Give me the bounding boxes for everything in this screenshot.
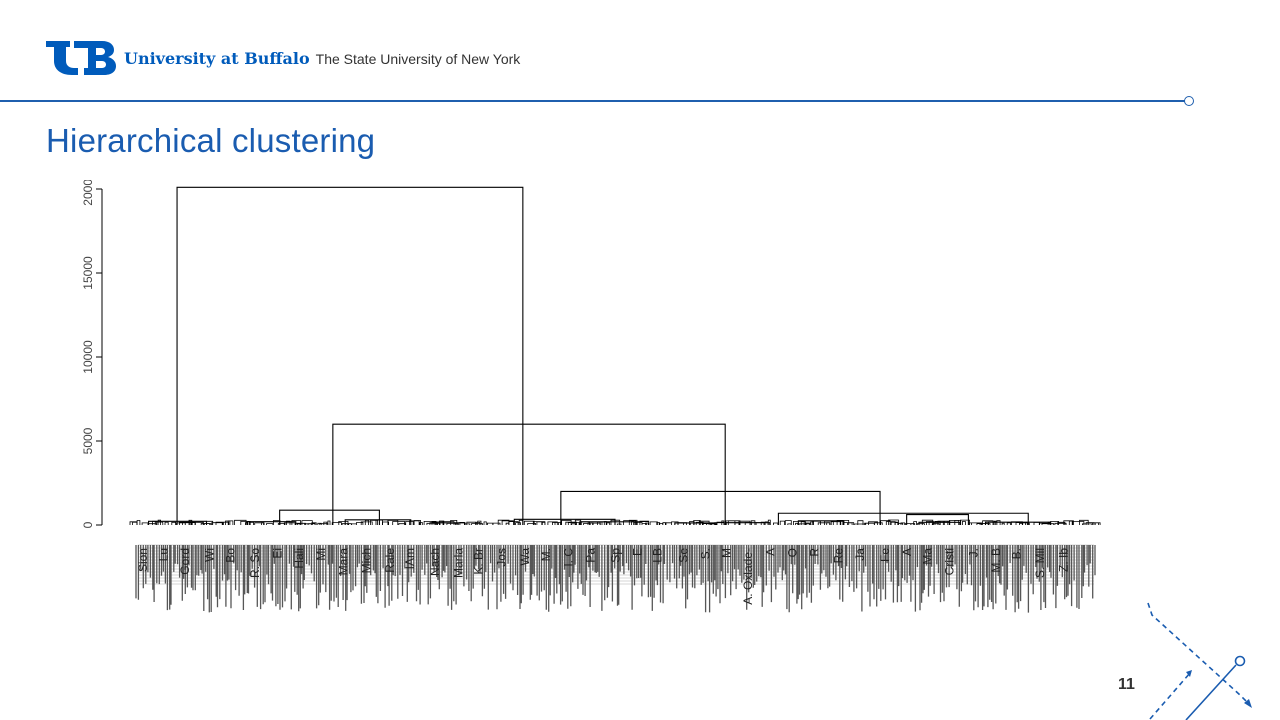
page-number: 11 [1118, 676, 1135, 693]
decorative-arrows-icon [1147, 602, 1252, 720]
leaf-label-41: Z. Ib [1057, 548, 1071, 572]
merge-c2 [332, 423, 726, 525]
merge-c9 [797, 520, 844, 525]
header-rule-endpoint [1184, 96, 1194, 106]
leaf-label-38: M. B [989, 548, 1003, 573]
leaf-label-18: M. [539, 548, 553, 561]
leaf-label-1: Lu [156, 548, 170, 561]
leaf-label-24: Se [676, 548, 690, 563]
leaf-label-6: Ei [270, 548, 284, 559]
leaf-label-23: LB [650, 548, 664, 563]
dendrogram-tree [148, 186, 1051, 525]
leaf-label-37: J. [967, 548, 981, 557]
y-tick-label-3: 15000 [81, 256, 95, 290]
leaf-label-17: Wa [518, 548, 532, 566]
y-tick-labels: 0 5000 10000 15000 20000 [81, 180, 95, 528]
merge-root [176, 186, 524, 525]
leaf-label-22: E [630, 548, 644, 556]
y-tick-label-1: 5000 [81, 427, 95, 454]
leaf-label-9: Mara [337, 548, 351, 576]
leaf-label-13: Nach [428, 548, 442, 576]
y-axis [96, 188, 103, 526]
leaf-label-5: R. So [248, 548, 262, 578]
slide-title: Hierarchical clustering [46, 122, 376, 159]
leaf-fuzz [129, 519, 1101, 525]
leaf-label-36: Cristi [942, 548, 956, 575]
y-tick-label-2: 10000 [81, 340, 95, 374]
leaf-label-8: Mi [314, 548, 328, 561]
leaf-label-band [135, 544, 1096, 613]
institution-name: University at Buffalo [124, 48, 310, 68]
dendrogram-chart: 0 5000 10000 15000 20000 Sion Lu Gord Wi Bo R. So… [81, 180, 1101, 613]
leaf-label-11: Rale [383, 548, 397, 573]
merge-c5 [279, 509, 380, 525]
leaf-label-15: K. Br [471, 548, 485, 575]
leaf-label-0: Sion [136, 548, 150, 572]
leaf-label-31: Re [832, 548, 846, 564]
merge-c4 [777, 512, 1029, 525]
ub-logo-icon [46, 41, 116, 75]
leaf-label-39: B. [1010, 548, 1024, 559]
leaf-label-10: Mich [360, 548, 374, 573]
leaf-label-20: Pa [584, 548, 598, 563]
leaf-label-shading [138, 544, 1094, 585]
leaf-baseline [129, 519, 1101, 525]
leaf-label-30: R [808, 548, 822, 557]
leaf-label-28: A [764, 548, 778, 556]
leaf-label-32: Ja [853, 548, 867, 561]
y-tick-label-4: 20000 [81, 180, 95, 206]
leaf-label-25: S. [698, 548, 712, 559]
leaf-label-3: Wi [203, 548, 217, 562]
y-tick-label-0: 0 [81, 521, 95, 528]
leaf-label-26: M [720, 548, 734, 558]
merge-c3 [560, 490, 881, 525]
leaf-label-35: Ma [920, 548, 934, 565]
merge-c15 [725, 522, 771, 525]
leaf-label-19: I. C [562, 548, 576, 567]
header-rule [0, 100, 1186, 102]
header-brand: University at Buffalo The State Universi… [44, 38, 520, 78]
leaf-label-33: Fe [878, 548, 892, 562]
leaf-label-7: Hali [292, 548, 306, 569]
leaf-label-40: S. Mil [1033, 548, 1047, 578]
affiliation-name: The State University of New York [315, 50, 521, 67]
leaf-labels: Sion Lu Gord Wi Bo R. So Ei Hali Mi Mara Mich Rale I… [136, 548, 1071, 605]
leaf-label-16: Jos [495, 548, 509, 567]
leaf-label-12: IAm [403, 548, 417, 569]
leaf-label-29: O [785, 548, 799, 557]
leaf-label-21: Sp [608, 548, 622, 563]
leaf-label-2: Gord [178, 548, 192, 575]
leaf-label-14: Marla [452, 548, 466, 578]
leaf-label-34: A [900, 548, 914, 556]
leaf-label-27: A. Oxlade- [741, 548, 755, 605]
leaf-label-4: Bo [223, 548, 237, 563]
